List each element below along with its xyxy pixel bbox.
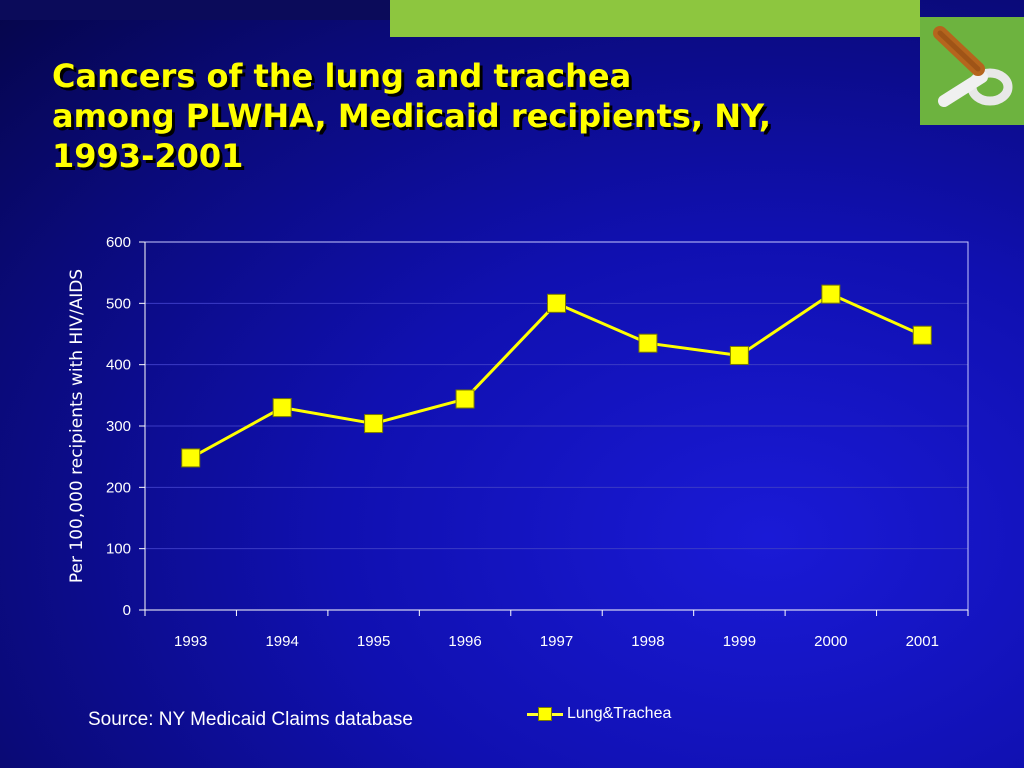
y-tick-label: 200 bbox=[106, 479, 131, 496]
data-point bbox=[638, 333, 658, 353]
y-tick-label: 600 bbox=[106, 234, 131, 251]
x-tick-label: 1998 bbox=[631, 633, 664, 650]
data-point bbox=[364, 414, 384, 434]
x-tick-label: 1994 bbox=[265, 633, 298, 650]
y-tick-label: 0 bbox=[123, 602, 131, 619]
legend-marker bbox=[527, 704, 563, 724]
legend-label: Lung&Trachea bbox=[567, 705, 672, 722]
data-point bbox=[272, 398, 292, 418]
x-tick-label: 1995 bbox=[357, 633, 390, 650]
title-line-1: Cancers of the lung and trachea bbox=[52, 57, 632, 95]
x-tick-label: 1997 bbox=[540, 633, 573, 650]
data-point bbox=[912, 325, 932, 345]
series-line bbox=[189, 292, 923, 460]
chart-legend: Lung&Trachea bbox=[527, 703, 671, 725]
title-line-3: 1993-2001 bbox=[52, 137, 244, 175]
y-tick-label: 300 bbox=[106, 418, 131, 435]
x-tick-label: 1996 bbox=[448, 633, 481, 650]
data-point bbox=[729, 345, 749, 365]
data-point bbox=[547, 293, 566, 313]
x-tick-label: 1993 bbox=[174, 633, 207, 650]
y-tick-label: 100 bbox=[106, 541, 131, 558]
slide-title: Cancers of the lung and trachea among PL… bbox=[52, 56, 902, 176]
no-smoking-cigarette-icon bbox=[920, 17, 1024, 125]
top-bar-green bbox=[390, 0, 920, 37]
source-note: Source: NY Medicaid Claims database bbox=[88, 709, 413, 730]
data-point bbox=[455, 389, 475, 409]
top-bar-dark bbox=[0, 0, 390, 20]
x-tick-label: 2001 bbox=[906, 633, 939, 650]
data-point bbox=[821, 284, 841, 304]
y-tick-label: 500 bbox=[106, 295, 131, 312]
y-tick-label: 400 bbox=[106, 357, 131, 374]
x-tick-label: 1999 bbox=[723, 633, 756, 650]
x-tick-label: 2000 bbox=[814, 633, 847, 650]
data-point bbox=[181, 448, 201, 468]
y-axis-title: Per 100,000 recipients with HIV/AIDS bbox=[67, 269, 87, 583]
title-line-2: among PLWHA, Medicaid recipients, NY, bbox=[52, 97, 772, 135]
